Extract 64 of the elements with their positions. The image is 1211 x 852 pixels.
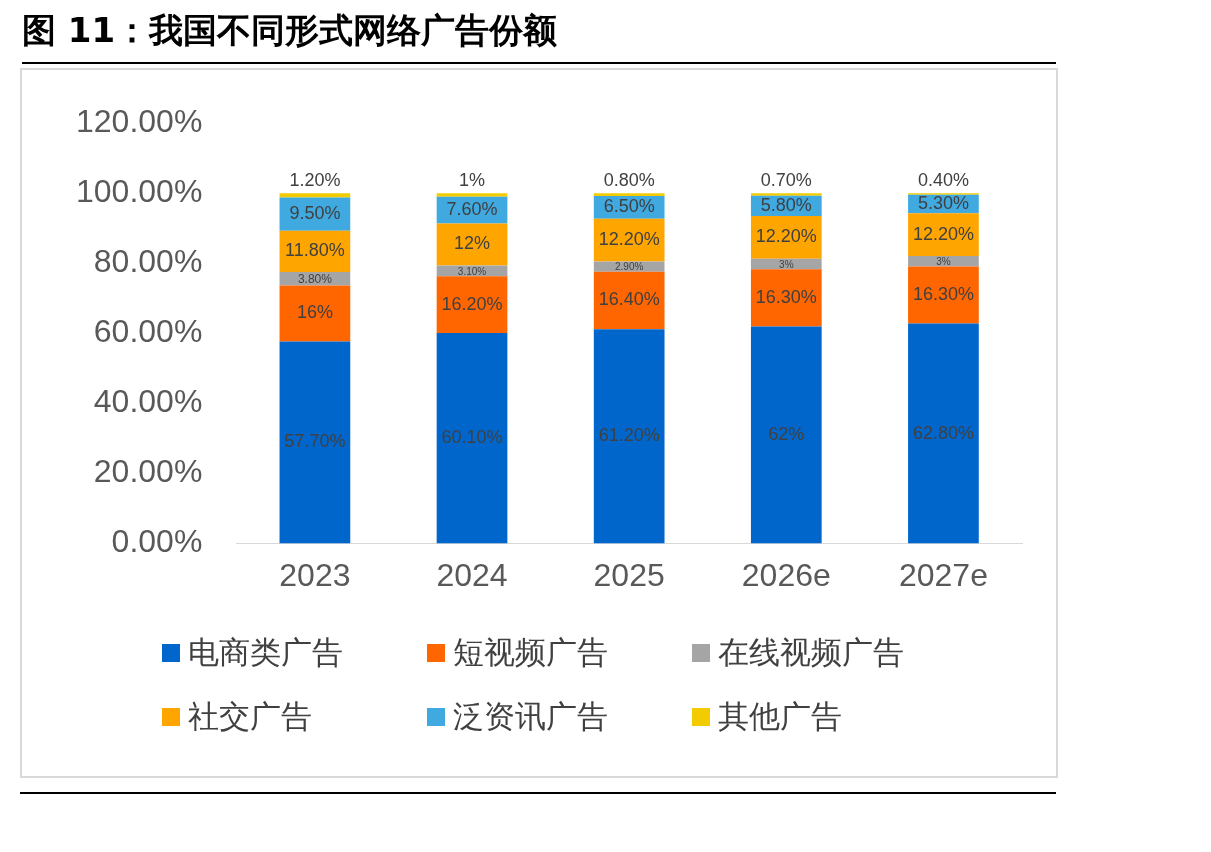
data-label: 16.30% [912, 284, 974, 305]
bar [436, 193, 508, 197]
bar [436, 276, 508, 334]
data-label: 1.20% [289, 170, 341, 191]
x-tick-label: 2023 [279, 556, 351, 593]
bar [750, 326, 822, 544]
bar [593, 329, 665, 544]
legend-label: 泛资讯广告 [453, 697, 608, 736]
bar [436, 223, 508, 266]
data-label: 11.80% [285, 240, 345, 261]
x-tick-label: 2024 [436, 556, 508, 593]
data-label: 12.20% [755, 226, 817, 247]
data-label: 0.40% [917, 170, 969, 191]
y-tick-label: 0.00% [111, 523, 203, 560]
bar [279, 193, 351, 198]
data-label: 3% [779, 258, 794, 270]
bar [750, 269, 822, 327]
x-tick-label: 2027e [898, 556, 988, 593]
data-label: 12% [454, 233, 491, 254]
bar [279, 341, 351, 544]
legend-label: 其他广告 [718, 697, 842, 736]
y-tick-label: 80.00% [93, 243, 203, 280]
legend-label: 社交广告 [188, 697, 312, 736]
data-label: 1% [459, 170, 486, 191]
data-label: 62.80% [912, 422, 974, 443]
legend-label: 短视频广告 [453, 633, 608, 672]
data-label: 57.70% [284, 431, 346, 452]
data-label: 12.20% [598, 229, 660, 250]
legend-label: 电商类广告 [188, 633, 343, 672]
data-label: 62% [768, 423, 805, 444]
bar [750, 193, 822, 196]
data-label: 0.70% [760, 170, 812, 191]
bar [279, 285, 351, 342]
data-label: 7.60% [446, 199, 498, 220]
x-tick-label: 2025 [593, 556, 665, 593]
bar [593, 271, 665, 330]
data-label: 0.80% [603, 170, 655, 191]
data-label: 12.20% [912, 223, 974, 244]
data-label: 3.80% [297, 272, 333, 287]
y-tick-label: 20.00% [93, 453, 203, 490]
x-tick-label: 2026e [741, 556, 831, 593]
y-tick-label: 40.00% [93, 383, 203, 420]
data-label: 3.10% [457, 265, 487, 277]
data-label: 5.30% [917, 192, 969, 213]
data-label: 2.90% [614, 261, 644, 273]
data-label: 16.40% [598, 289, 660, 310]
y-tick-label: 60.00% [93, 313, 203, 350]
bar [908, 323, 979, 544]
bar [436, 333, 508, 544]
chart-title: 图 11：我国不同形式网络广告份额 [22, 8, 1056, 64]
data-label: 16% [296, 302, 333, 323]
y-tick-label: 100.00% [76, 173, 203, 210]
data-label: 60.10% [441, 427, 503, 448]
data-label: 16.20% [441, 293, 503, 314]
y-tick-label: 120.00% [76, 103, 203, 140]
bar [908, 266, 979, 324]
data-label: 9.50% [289, 203, 341, 224]
data-label: 61.20% [598, 425, 660, 446]
data-label: 16.30% [755, 286, 817, 307]
data-label: 5.80% [760, 194, 812, 215]
legend-label: 在线视频广告 [718, 633, 904, 672]
bar [593, 193, 665, 197]
data-label: 6.50% [603, 196, 655, 217]
data-label: 3% [936, 255, 951, 267]
